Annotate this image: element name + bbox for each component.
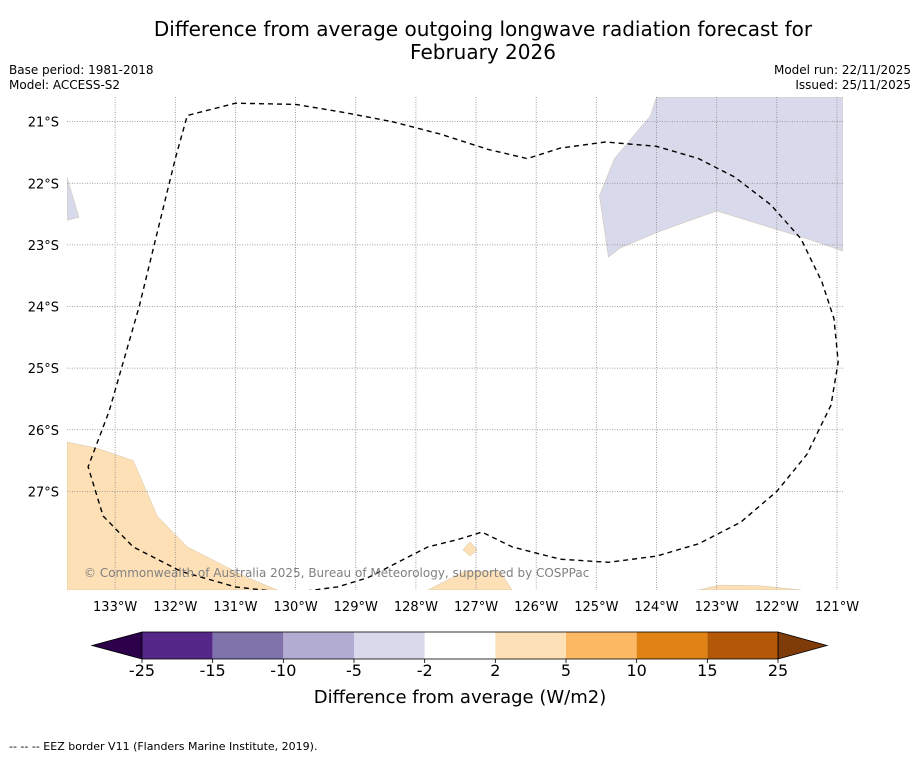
y-tick-label: 21°S	[28, 116, 59, 131]
colorbar-bin	[495, 632, 566, 659]
chart-title-line1: Difference from average outgoing longwav…	[153, 17, 813, 41]
eez-border-note: -- -- -- EEZ border V11 (Flanders Marine…	[9, 740, 318, 753]
x-tick-label: 129°W	[334, 600, 378, 615]
y-tick-label: 23°S	[28, 239, 59, 254]
x-tick-label: 122°W	[755, 600, 799, 615]
y-tick-label: 27°S	[28, 485, 59, 500]
map-plot-area	[67, 97, 843, 590]
colorbar-bin	[283, 632, 354, 659]
colorbar: -25 -15 -10 -5 -2 2 5 10 15 25	[90, 631, 829, 680]
colorbar-over-arrow	[777, 631, 829, 660]
x-tick-label: 125°W	[574, 600, 618, 615]
y-tick-label: 25°S	[28, 362, 59, 377]
meta-right: Model run: 22/11/2025 Issued: 25/11/2025	[774, 63, 911, 93]
anomaly-region-positive-anomaly-south-center	[427, 571, 513, 590]
model-name: Model: ACCESS-S2	[9, 78, 121, 92]
colorbar-bin	[566, 632, 637, 659]
colorbar-tick-label: -15	[200, 661, 226, 680]
colorbar-tick-label: 5	[561, 661, 571, 680]
colorbar-bin	[354, 632, 425, 659]
colorbar-tick-label: -2	[417, 661, 433, 680]
colorbar-tick-label: -25	[129, 661, 155, 680]
colorbar-tick-label: 10	[626, 661, 646, 680]
chart-title: Difference from average outgoing longwav…	[0, 18, 919, 64]
x-tick-label: 128°W	[394, 600, 438, 615]
x-tick-label: 121°W	[815, 600, 859, 615]
map-axes: 133°W 132°W 131°W 130°W 129°W 128°W 127°W 126°W…	[28, 116, 860, 615]
colorbar-tick-label: 25	[768, 661, 788, 680]
issued-date: Issued: 25/11/2025	[795, 78, 911, 92]
x-tick-label: 130°W	[274, 600, 318, 615]
colorbar-tick-label: 15	[697, 661, 717, 680]
chart-title-line2: February 2026	[410, 40, 556, 64]
model-run: Model run: 22/11/2025	[773, 63, 911, 77]
base-period: Base period: 1981-2018	[9, 63, 154, 77]
x-tick-label: 126°W	[514, 600, 558, 615]
y-tick-label: 24°S	[28, 301, 59, 316]
colorbar-under-arrow	[90, 631, 143, 660]
colorbar-label: Difference from average (W/m2)	[314, 687, 606, 708]
colorbar-tick-label: 2	[490, 661, 500, 680]
anomaly-region-positive-anomaly-southeast	[698, 584, 801, 590]
colorbar-bin	[212, 632, 284, 659]
colorbar-bin	[707, 632, 778, 659]
anomaly-region-positive-anomaly-southwest	[67, 441, 278, 590]
map-inner	[67, 97, 843, 590]
anomaly-region-negative-anomaly-west	[67, 177, 80, 221]
colorbar-tick-label: -10	[270, 661, 296, 680]
copyright-notice: © Commonwealth of Australia 2025, Bureau…	[84, 566, 589, 580]
colorbar-bin	[424, 632, 496, 659]
colorbar-outline	[141, 631, 779, 660]
colorbar-bin	[636, 632, 708, 659]
colorbar-tick-label: -5	[346, 661, 362, 680]
map-chart: © Commonwealth of Australia 2025, Bureau…	[28, 97, 860, 708]
y-tick-label: 22°S	[28, 177, 59, 192]
meta-left: Base period: 1981-2018 Model: ACCESS-S2	[9, 63, 154, 93]
eez-border	[87, 102, 839, 590]
x-tick-label: 131°W	[213, 600, 257, 615]
x-tick-label: 132°W	[153, 600, 197, 615]
x-tick-label: 124°W	[634, 600, 678, 615]
x-tick-label: 127°W	[454, 600, 498, 615]
x-tick-label: 133°W	[93, 600, 137, 615]
colorbar-bin	[142, 632, 213, 659]
y-tick-label: 26°S	[28, 424, 59, 439]
x-tick-label: 123°W	[695, 600, 739, 615]
anomaly-region-positive-anomaly-small-patch	[462, 541, 478, 557]
